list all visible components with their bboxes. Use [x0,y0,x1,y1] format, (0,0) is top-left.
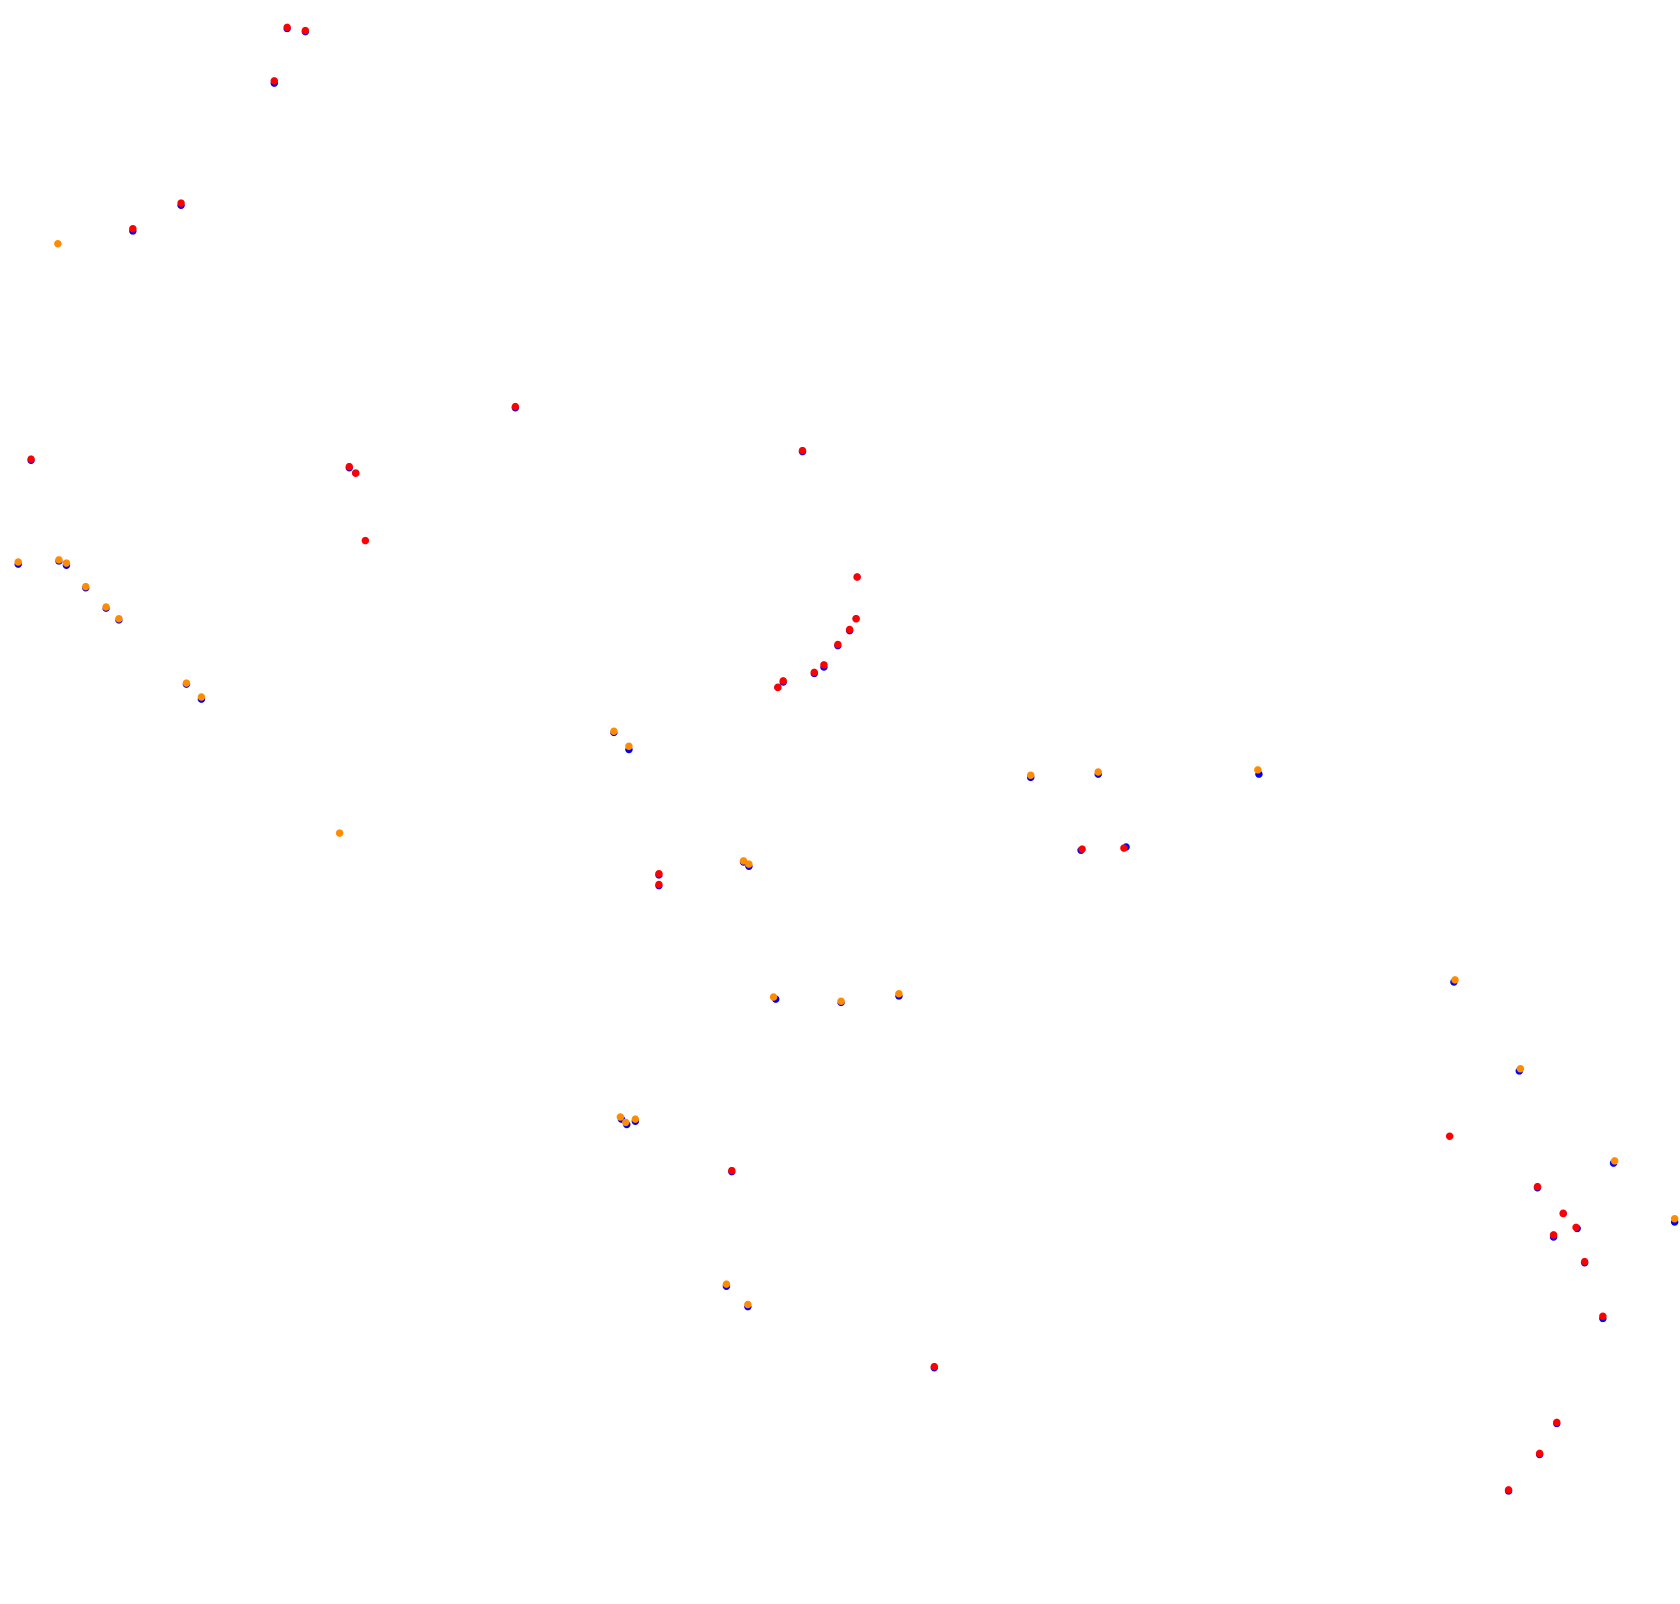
data-point [625,742,633,751]
data-point [1254,766,1262,774]
data-point [1516,1065,1525,1073]
data-point [1610,1157,1619,1165]
data-point [774,683,782,692]
data-point [361,536,370,545]
data-point [511,402,520,411]
data-point [820,661,828,669]
data-point [1559,1209,1567,1218]
data-point [351,469,360,477]
data-point [845,625,854,634]
data-point [197,693,206,701]
data-point [722,1280,731,1288]
data-point [54,240,62,248]
data-point [1094,768,1102,776]
data-point [301,26,310,35]
data-point [1535,1449,1544,1458]
data-point [810,668,819,677]
data-point [27,455,35,463]
data-point [1533,1182,1542,1191]
series-2 [27,23,1607,1494]
data-point [177,199,185,207]
data-point [182,679,191,687]
data-point [834,640,842,649]
data-point [62,559,71,567]
data-point [270,77,279,85]
data-point [345,462,354,471]
data-point [1120,844,1128,852]
data-point [895,990,903,998]
data-point [769,993,778,1001]
data-point [1504,1486,1513,1494]
data-point [745,860,753,868]
data-point [837,997,845,1006]
data-point [102,603,110,611]
data-point [728,1166,736,1175]
data-point [55,556,63,564]
data-point [14,558,22,566]
data-point [1553,1418,1561,1427]
data-point [631,1115,640,1123]
data-point [853,573,861,581]
data-point [1445,1132,1454,1141]
data-point [655,870,663,878]
data-point [744,1300,752,1309]
data-point [1670,1215,1679,1223]
data-point [1451,976,1459,984]
data-point [798,446,807,455]
data-point [930,1362,939,1371]
data-point [655,880,663,889]
data-point [1078,845,1086,853]
data-point [779,677,787,685]
data-point [616,1113,625,1121]
data-point [1580,1257,1589,1266]
data-points [14,23,1679,1495]
data-point [335,829,344,837]
data-point [1572,1223,1580,1232]
data-point [610,727,618,736]
data-point [621,1118,630,1127]
data-point [129,225,137,233]
data-point [852,615,860,623]
data-point [115,615,123,623]
data-point [1599,1312,1607,1321]
data-point [283,23,291,32]
series-0 [14,24,1679,1495]
data-point [81,582,90,591]
data-point [1026,771,1035,779]
series-1 [14,240,1679,1309]
data-point [1549,1231,1558,1239]
